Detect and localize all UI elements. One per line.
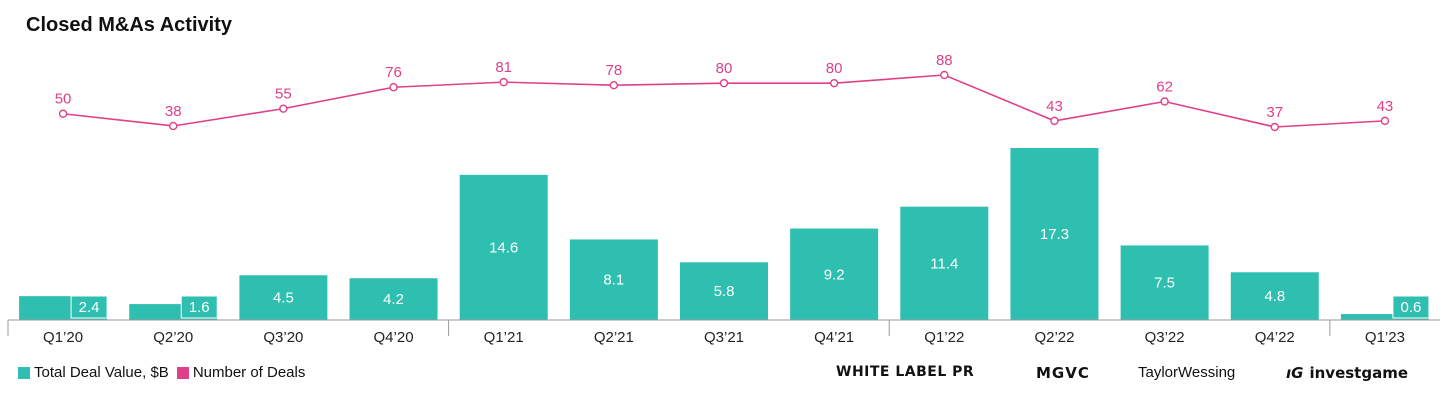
bar <box>1120 245 1209 320</box>
bar <box>569 239 658 320</box>
taylor-wessing-logo: TaylorWessing <box>1138 364 1236 381</box>
deals-value-label: 62 <box>1156 79 1173 96</box>
x-tick-label: Q2’20 <box>153 329 193 346</box>
bar-value-label: 14.6 <box>489 239 518 256</box>
x-tick-label: Q3’20 <box>263 329 303 346</box>
deals-value-label: 43 <box>1377 98 1394 115</box>
bar-value-label: 11.4 <box>930 255 958 272</box>
bar <box>900 206 989 320</box>
bar <box>239 275 328 320</box>
white-label-pr-logo: WHITE LABEL PR <box>836 364 975 380</box>
x-tick-label: Q4’20 <box>374 329 414 346</box>
deals-point <box>829 78 839 88</box>
deals-point <box>1380 116 1390 126</box>
deals-point <box>1050 116 1059 126</box>
deals-value-label: 43 <box>1046 98 1063 115</box>
chart-svg: 2.4 1.6 4.5 4.2 14.6 8.1 5.8 9.2 11.4 17.3 7.5 4.8 0… <box>7 52 1440 346</box>
bar-value-label: 5.8 <box>714 283 735 300</box>
x-tick-label: Q3’21 <box>704 329 744 346</box>
bar-label-box <box>180 295 218 319</box>
bar-value-label: 4.8 <box>1264 288 1285 305</box>
x-tick-label: Q1’20 <box>43 329 83 346</box>
bar-value-label: 4.2 <box>383 291 404 308</box>
sponsor-logos: WHITE LABEL PR MGVC TaylorWessing ıG inve… <box>0 364 1456 386</box>
investgame-logo: ıG investgame <box>1286 364 1408 382</box>
deals-point <box>1160 97 1169 106</box>
legend-swatch-deal-value <box>18 366 30 379</box>
deals-value-label: 80 <box>716 60 733 77</box>
x-tick-label: Q1’21 <box>484 329 524 346</box>
bar <box>1340 314 1429 320</box>
deals-point <box>1270 122 1279 132</box>
legend-item-deal-value: Total Deal Value, $B <box>18 364 169 381</box>
deals-value-label: 55 <box>275 86 292 103</box>
bar <box>1010 148 1099 320</box>
mgvc-logo: MGVC <box>1036 364 1090 382</box>
legend-label-deal-value: Total Deal Value, $B <box>34 364 169 381</box>
deals-point <box>719 78 729 88</box>
legend-item-number-of-deals: Number of Deals <box>176 364 306 381</box>
x-tick-label: Q4’21 <box>814 329 854 346</box>
x-tick-label: Q1’23 <box>1365 329 1405 346</box>
deals-value-label: 76 <box>385 64 402 81</box>
deals-point <box>279 104 288 113</box>
deals-value-label: 80 <box>826 60 843 77</box>
bar-value-label: 4.5 <box>273 290 294 307</box>
bar-value-label: 7.5 <box>1154 275 1175 292</box>
deals-value-label: 88 <box>936 52 953 69</box>
bar-value-label: 17.3 <box>1040 226 1069 243</box>
bar <box>1230 272 1319 320</box>
bars-layer: 2.4 1.6 4.5 4.2 14.6 8.1 5.8 9.2 11.4 17.3 7.5 4.8 0… <box>19 148 1430 320</box>
x-tick-label: Q1’22 <box>924 329 964 346</box>
legend: Total Deal Value, $B Number of Deals <box>18 364 305 381</box>
bar <box>349 278 438 320</box>
x-tick-label: Q2’21 <box>594 329 634 346</box>
deals-value-label: 37 <box>1266 104 1283 121</box>
bar-label-box <box>70 295 108 319</box>
deals-value-label: 38 <box>165 103 182 120</box>
chart-title: Closed M&As Activity <box>26 14 232 36</box>
bar <box>680 262 768 320</box>
deals-point <box>169 121 178 131</box>
legend-swatch-number-of-deals <box>176 366 189 379</box>
bar-value-label: 1.6 <box>189 299 210 316</box>
legend-label-number-of-deals: Number of Deals <box>192 364 306 381</box>
deals-point <box>389 83 398 92</box>
deals-point <box>499 77 508 87</box>
deals-point <box>940 70 949 80</box>
bar-value-label: 8.1 <box>603 272 624 289</box>
deals-value-label: 78 <box>606 62 623 79</box>
bar <box>790 228 879 320</box>
investgame-icon: ıG <box>1286 364 1304 382</box>
x-axis: Q1’20 Q2’20 Q3’20 Q4’20 Q1’21 Q2’21 Q3’21 Q4’21… <box>7 319 1440 346</box>
line-layer: 50 38 55 76 81 78 80 80 88 43 62 37 43 <box>55 52 1394 132</box>
investgame-logo-text: investgame <box>1309 364 1409 382</box>
bar-value-label: 2.4 <box>79 299 100 316</box>
bar-value-label: 0.6 <box>1400 299 1421 316</box>
deals-value-label: 81 <box>495 59 512 76</box>
bar <box>459 174 548 320</box>
x-tick-label: Q3’22 <box>1145 329 1185 346</box>
bar-value-label: 9.2 <box>824 266 845 283</box>
deals-point <box>609 80 619 90</box>
x-tick-label: Q2’22 <box>1034 329 1074 346</box>
deals-point <box>58 109 68 118</box>
bar-label-box <box>1392 295 1430 319</box>
x-tick-label: Q4’22 <box>1255 329 1295 346</box>
deals-value-label: 50 <box>55 91 72 108</box>
